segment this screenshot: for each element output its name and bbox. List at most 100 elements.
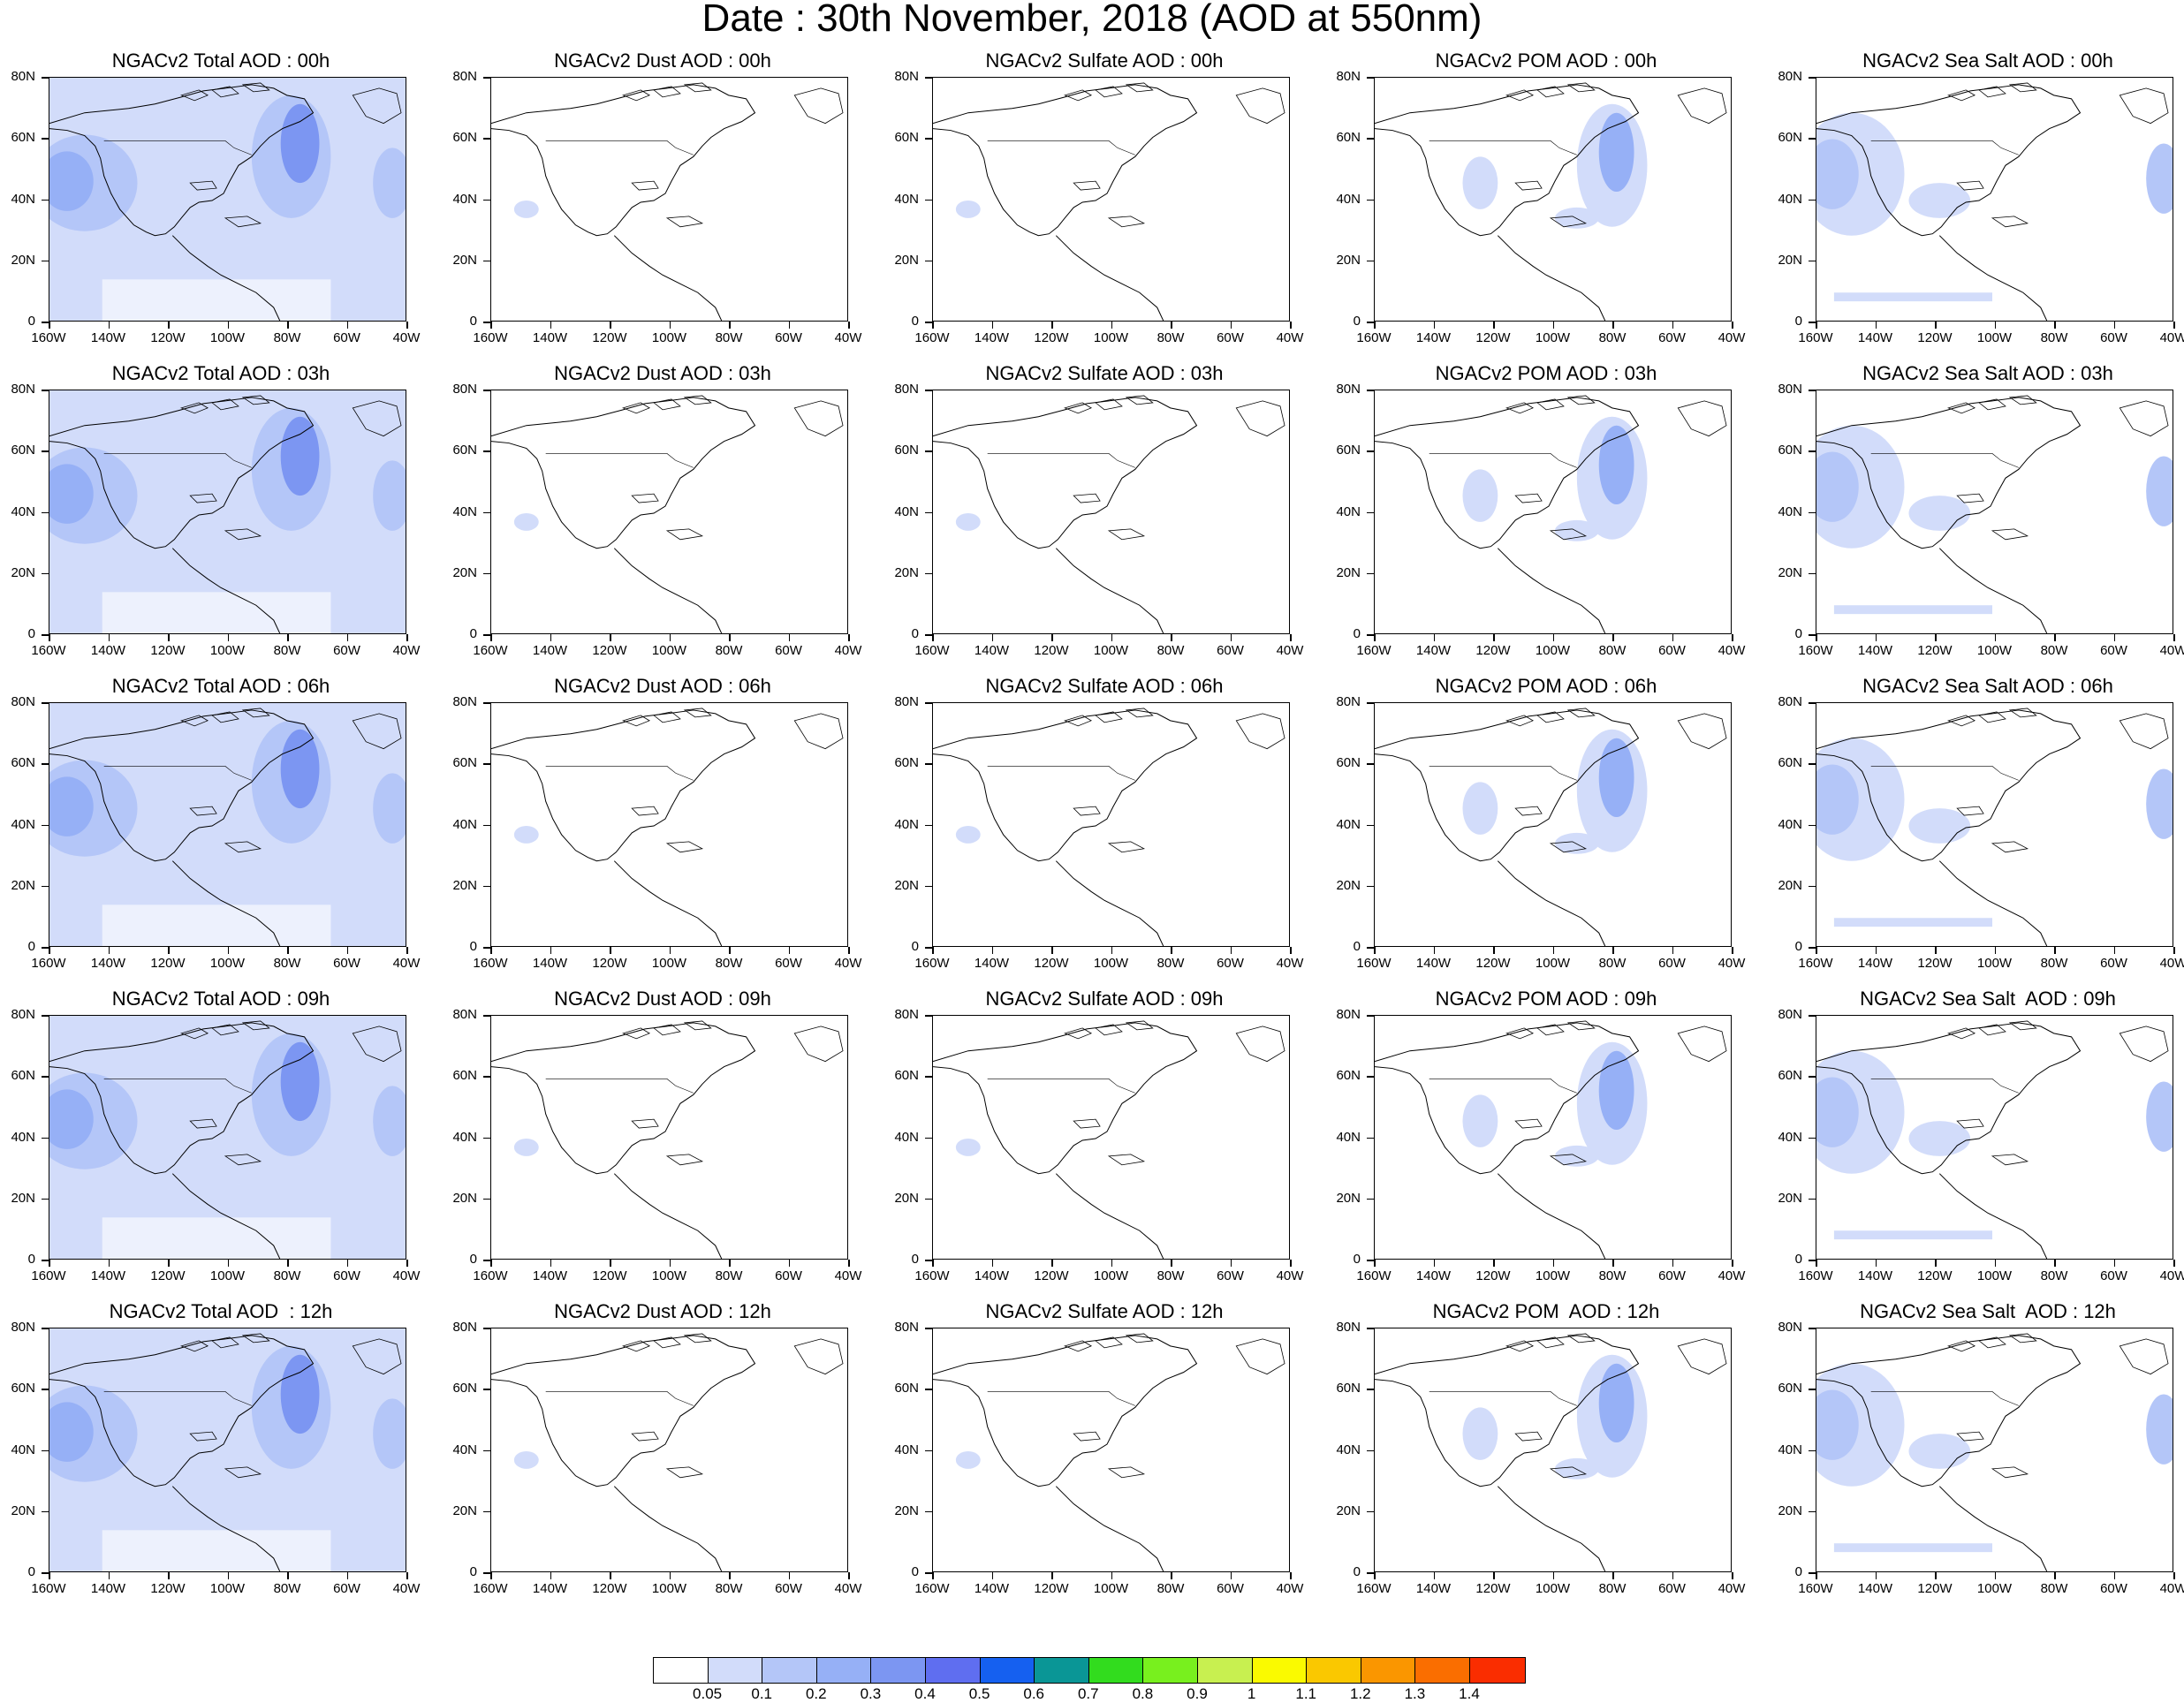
island-outline [2119, 400, 2169, 437]
colorbar-swatch [871, 1658, 926, 1683]
latitude-tick [42, 260, 49, 262]
latitude-tick [1367, 1260, 1374, 1261]
latitude-tick [925, 572, 932, 575]
map-panel-pom: NGACv2 POM AOD : 09h 80N 60N 40N 20N 0 160W 14… [1325, 988, 1767, 1297]
island-outline [1505, 402, 1535, 414]
latitude-label: 80N [11, 694, 35, 709]
longitude-tick [490, 947, 492, 954]
latitude-label: 60N [1336, 1381, 1361, 1396]
longitude-tick [1816, 322, 1817, 329]
central-america-outline [1938, 235, 2048, 321]
map-panel-dust: NGACv2 Dust AOD : 12h 80N 60N 40N 20N 0 160W 1… [442, 1300, 883, 1609]
island-outline [1536, 398, 1565, 411]
map-svg [1375, 1020, 1727, 1259]
latitude-tick [925, 199, 932, 201]
island-outline [1978, 86, 2006, 98]
longitude-tick [1051, 634, 1053, 641]
latitude-label: 80N [894, 69, 919, 84]
latitude-label: 60N [1336, 443, 1361, 458]
latitude-label: 0 [469, 939, 477, 954]
longitude-tick [2113, 1572, 2115, 1579]
longitude-label: 60W [775, 1581, 802, 1596]
longitude-tick [1672, 634, 1673, 641]
longitude-tick [932, 1260, 934, 1267]
central-america-outline [171, 1486, 281, 1571]
latitude-tick [925, 634, 932, 636]
page-title: Date : 30th November, 2018 (AOD at 550nm… [701, 0, 1483, 40]
border-line [1429, 453, 1577, 468]
island-outline [2119, 1338, 2169, 1375]
longitude-tick [729, 1260, 731, 1267]
latitude-label: 40N [452, 1442, 477, 1457]
latitude-label: 20N [452, 1502, 477, 1518]
island-outline [1064, 1340, 1093, 1352]
longitude-tick [729, 1572, 731, 1579]
longitude-tick [1493, 322, 1495, 329]
border-line [987, 766, 1135, 781]
longitude-tick [1552, 322, 1554, 329]
latitude-tick [42, 450, 49, 452]
panel-title: NGACv2 Sea Salt AOD : 09h [1860, 988, 2116, 1010]
longitude-label: 120W [150, 1268, 186, 1283]
latitude-tick [1367, 1015, 1374, 1017]
panel-title: NGACv2 POM AOD : 00h [1435, 49, 1657, 72]
longitude-label: 100W [651, 643, 687, 658]
longitude-tick [1230, 1572, 1232, 1579]
central-america-outline [1938, 1486, 2048, 1571]
longitude-label: 40W [1276, 330, 1304, 345]
latitude-label: 0 [27, 939, 35, 954]
map-svg [1816, 708, 2173, 946]
central-america-outline [1497, 548, 1606, 633]
longitude-label: 80W [2040, 1268, 2068, 1283]
longitude-label: 120W [592, 643, 627, 658]
map-svg [933, 395, 1285, 633]
longitude-tick [1290, 947, 1292, 954]
longitude-label: 100W [1093, 643, 1129, 658]
aod-map [49, 77, 406, 322]
latitude-tick [925, 1198, 932, 1200]
longitude-tick [2054, 322, 2056, 329]
border-line [1429, 1391, 1577, 1406]
longitude-label: 100W [651, 1268, 687, 1283]
coastline [491, 1335, 756, 1487]
longitude-tick [1935, 634, 1937, 641]
latitude-tick [483, 450, 490, 452]
latitude-tick [483, 763, 490, 765]
longitude-label: 140W [1415, 643, 1452, 658]
island-outline [1095, 1024, 1123, 1036]
latitude-tick [1367, 947, 1374, 949]
longitude-tick [2113, 634, 2115, 641]
aod-map [1816, 77, 2173, 322]
longitude-label: 100W [651, 956, 687, 971]
colorbar-swatch [1415, 1658, 1470, 1683]
coastline [491, 709, 756, 862]
latitude-tick [483, 199, 490, 201]
latitude-label: 0 [1794, 939, 1802, 954]
latitude-tick [1367, 885, 1374, 888]
longitude-tick [1994, 634, 1996, 641]
coastline [1816, 1022, 2082, 1175]
aod-map [1374, 390, 1732, 634]
latitude-tick [1367, 199, 1374, 201]
longitude-label: 120W [1475, 1581, 1511, 1596]
longitude-label: 80W [715, 643, 743, 658]
latitude-tick [483, 634, 490, 636]
latitude-label: 0 [1353, 314, 1361, 329]
longitude-tick [669, 1260, 671, 1267]
longitude-tick [1935, 947, 1937, 954]
central-america-outline [1055, 548, 1164, 633]
island-outline [683, 1020, 712, 1031]
island-outline [180, 89, 209, 102]
island-outline [211, 1336, 239, 1349]
coastline [933, 1335, 1198, 1487]
island-outline [2119, 87, 2169, 125]
longitude-tick [1290, 1572, 1292, 1579]
longitude-label: 120W [1917, 643, 1953, 658]
longitude-label: 80W [1156, 643, 1185, 658]
longitude-label: 80W [1156, 1268, 1185, 1283]
central-america-outline [1497, 1486, 1606, 1571]
longitude-tick [1111, 634, 1112, 641]
longitude-tick [788, 1572, 790, 1579]
island-outline [1107, 528, 1146, 541]
longitude-label: 80W [273, 1268, 301, 1283]
